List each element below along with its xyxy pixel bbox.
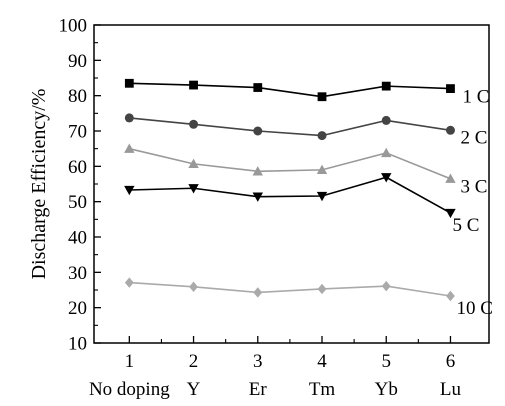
- data-point: [253, 83, 263, 92]
- x-tick-label: 5: [381, 351, 391, 372]
- category-label: Er: [249, 379, 268, 400]
- data-point: [189, 80, 198, 90]
- series-3c: [124, 143, 456, 183]
- series-line: [129, 281, 451, 297]
- x-tick-label: 1: [125, 351, 135, 372]
- y-tick-label: 10: [68, 334, 87, 355]
- category-label: No doping: [89, 379, 170, 400]
- data-point: [445, 173, 456, 183]
- data-point: [124, 185, 135, 196]
- x-tick-label: 3: [253, 351, 263, 372]
- category-label: Tm: [309, 379, 336, 400]
- data-point: [445, 125, 455, 135]
- series-5c: [124, 173, 456, 219]
- y-tick-label: 80: [68, 86, 87, 107]
- y-tick-label: 40: [68, 228, 87, 249]
- data-point: [188, 184, 199, 194]
- series-label: 3 C: [460, 177, 487, 198]
- data-point: [445, 208, 456, 219]
- data-point: [253, 287, 263, 298]
- series-line: [129, 82, 451, 98]
- data-point: [317, 283, 327, 295]
- y-tick-label: 70: [68, 122, 87, 143]
- series-line: [129, 176, 451, 214]
- series-line: [129, 117, 451, 137]
- data-point: [317, 92, 327, 102]
- data-point: [252, 192, 263, 202]
- data-point: [252, 166, 263, 176]
- y-tick-label: 30: [68, 263, 87, 284]
- x-tick-label: 2: [189, 351, 199, 372]
- data-point: [381, 280, 391, 292]
- y-tick-label: 20: [68, 298, 87, 319]
- y-tick-label: 90: [68, 51, 87, 72]
- data-point: [317, 131, 327, 141]
- data-point: [188, 158, 199, 169]
- data-point: [316, 164, 328, 175]
- data-point: [124, 78, 134, 88]
- data-point: [316, 191, 328, 202]
- y-tick-label: 100: [59, 16, 88, 37]
- data-point: [253, 126, 263, 136]
- series-line: [129, 147, 451, 180]
- series-label: 5 C: [452, 215, 479, 236]
- data-point: [381, 115, 391, 125]
- data-point: [189, 119, 199, 129]
- category-label: Yb: [375, 379, 398, 400]
- y-tick-label: 60: [68, 157, 87, 178]
- category-label: Y: [187, 379, 201, 400]
- x-tick-label: 4: [317, 351, 327, 372]
- data-point: [446, 290, 455, 302]
- data-point: [189, 281, 198, 293]
- series-1c: [124, 78, 455, 102]
- series-label: 10 C: [456, 298, 492, 319]
- series-2c: [124, 113, 455, 141]
- data-point: [124, 143, 135, 153]
- data-point: [124, 113, 134, 123]
- data-point: [381, 81, 391, 91]
- data-point: [381, 173, 392, 183]
- data-point: [446, 84, 455, 93]
- series-label: 1 C: [462, 87, 489, 108]
- category-label: Lu: [440, 379, 462, 400]
- x-tick-label: 6: [446, 351, 456, 372]
- y-tick-label: 50: [68, 192, 87, 213]
- data-point: [124, 277, 134, 288]
- series-10c: [124, 277, 455, 302]
- series-label: 2 C: [460, 127, 487, 148]
- y-axis-title: Discharge Efficiency/%: [28, 89, 50, 280]
- data-point: [381, 147, 392, 158]
